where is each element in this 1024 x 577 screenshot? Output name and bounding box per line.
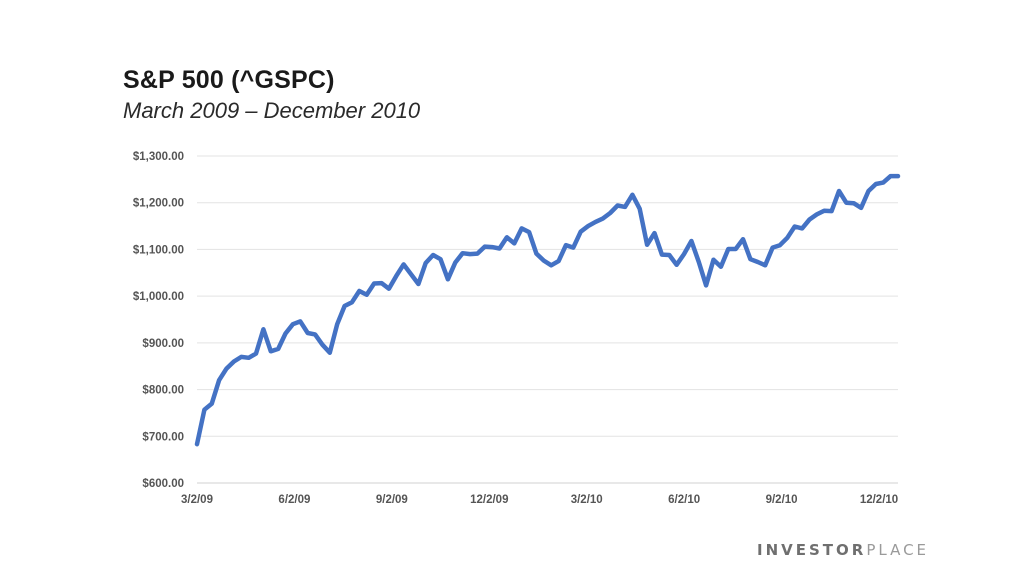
x-tick-label: 9/2/09 bbox=[376, 494, 408, 506]
y-tick-label: $900.00 bbox=[142, 338, 184, 350]
y-tick-label: $600.00 bbox=[142, 478, 184, 490]
brand-part1: INVESTOR bbox=[757, 541, 867, 559]
x-tick-label: 12/2/09 bbox=[470, 494, 508, 506]
investorplace-logo: INVESTORPLACE bbox=[757, 541, 929, 559]
y-tick-label: $800.00 bbox=[142, 385, 184, 397]
x-tick-label: 3/2/10 bbox=[571, 494, 603, 506]
x-tick-label: 6/2/09 bbox=[278, 494, 310, 506]
brand-part2: PLACE bbox=[866, 541, 930, 559]
y-tick-label: $1,200.00 bbox=[133, 198, 184, 210]
chart-title: S&P 500 (^GSPC) bbox=[123, 66, 335, 94]
y-tick-label: $1,100.00 bbox=[133, 244, 184, 256]
x-tick-label: 3/2/09 bbox=[181, 494, 213, 506]
y-tick-label: $700.00 bbox=[142, 431, 184, 443]
y-tick-label: $1,000.00 bbox=[133, 291, 184, 303]
x-tick-label: 12/2/10 bbox=[860, 494, 898, 506]
x-tick-label: 6/2/10 bbox=[668, 494, 700, 506]
chart-subtitle: March 2009 – December 2010 bbox=[123, 98, 421, 123]
y-tick-label: $1,300.00 bbox=[133, 151, 184, 163]
series-line bbox=[194, 173, 901, 447]
x-tick-label: 9/2/10 bbox=[766, 494, 798, 506]
